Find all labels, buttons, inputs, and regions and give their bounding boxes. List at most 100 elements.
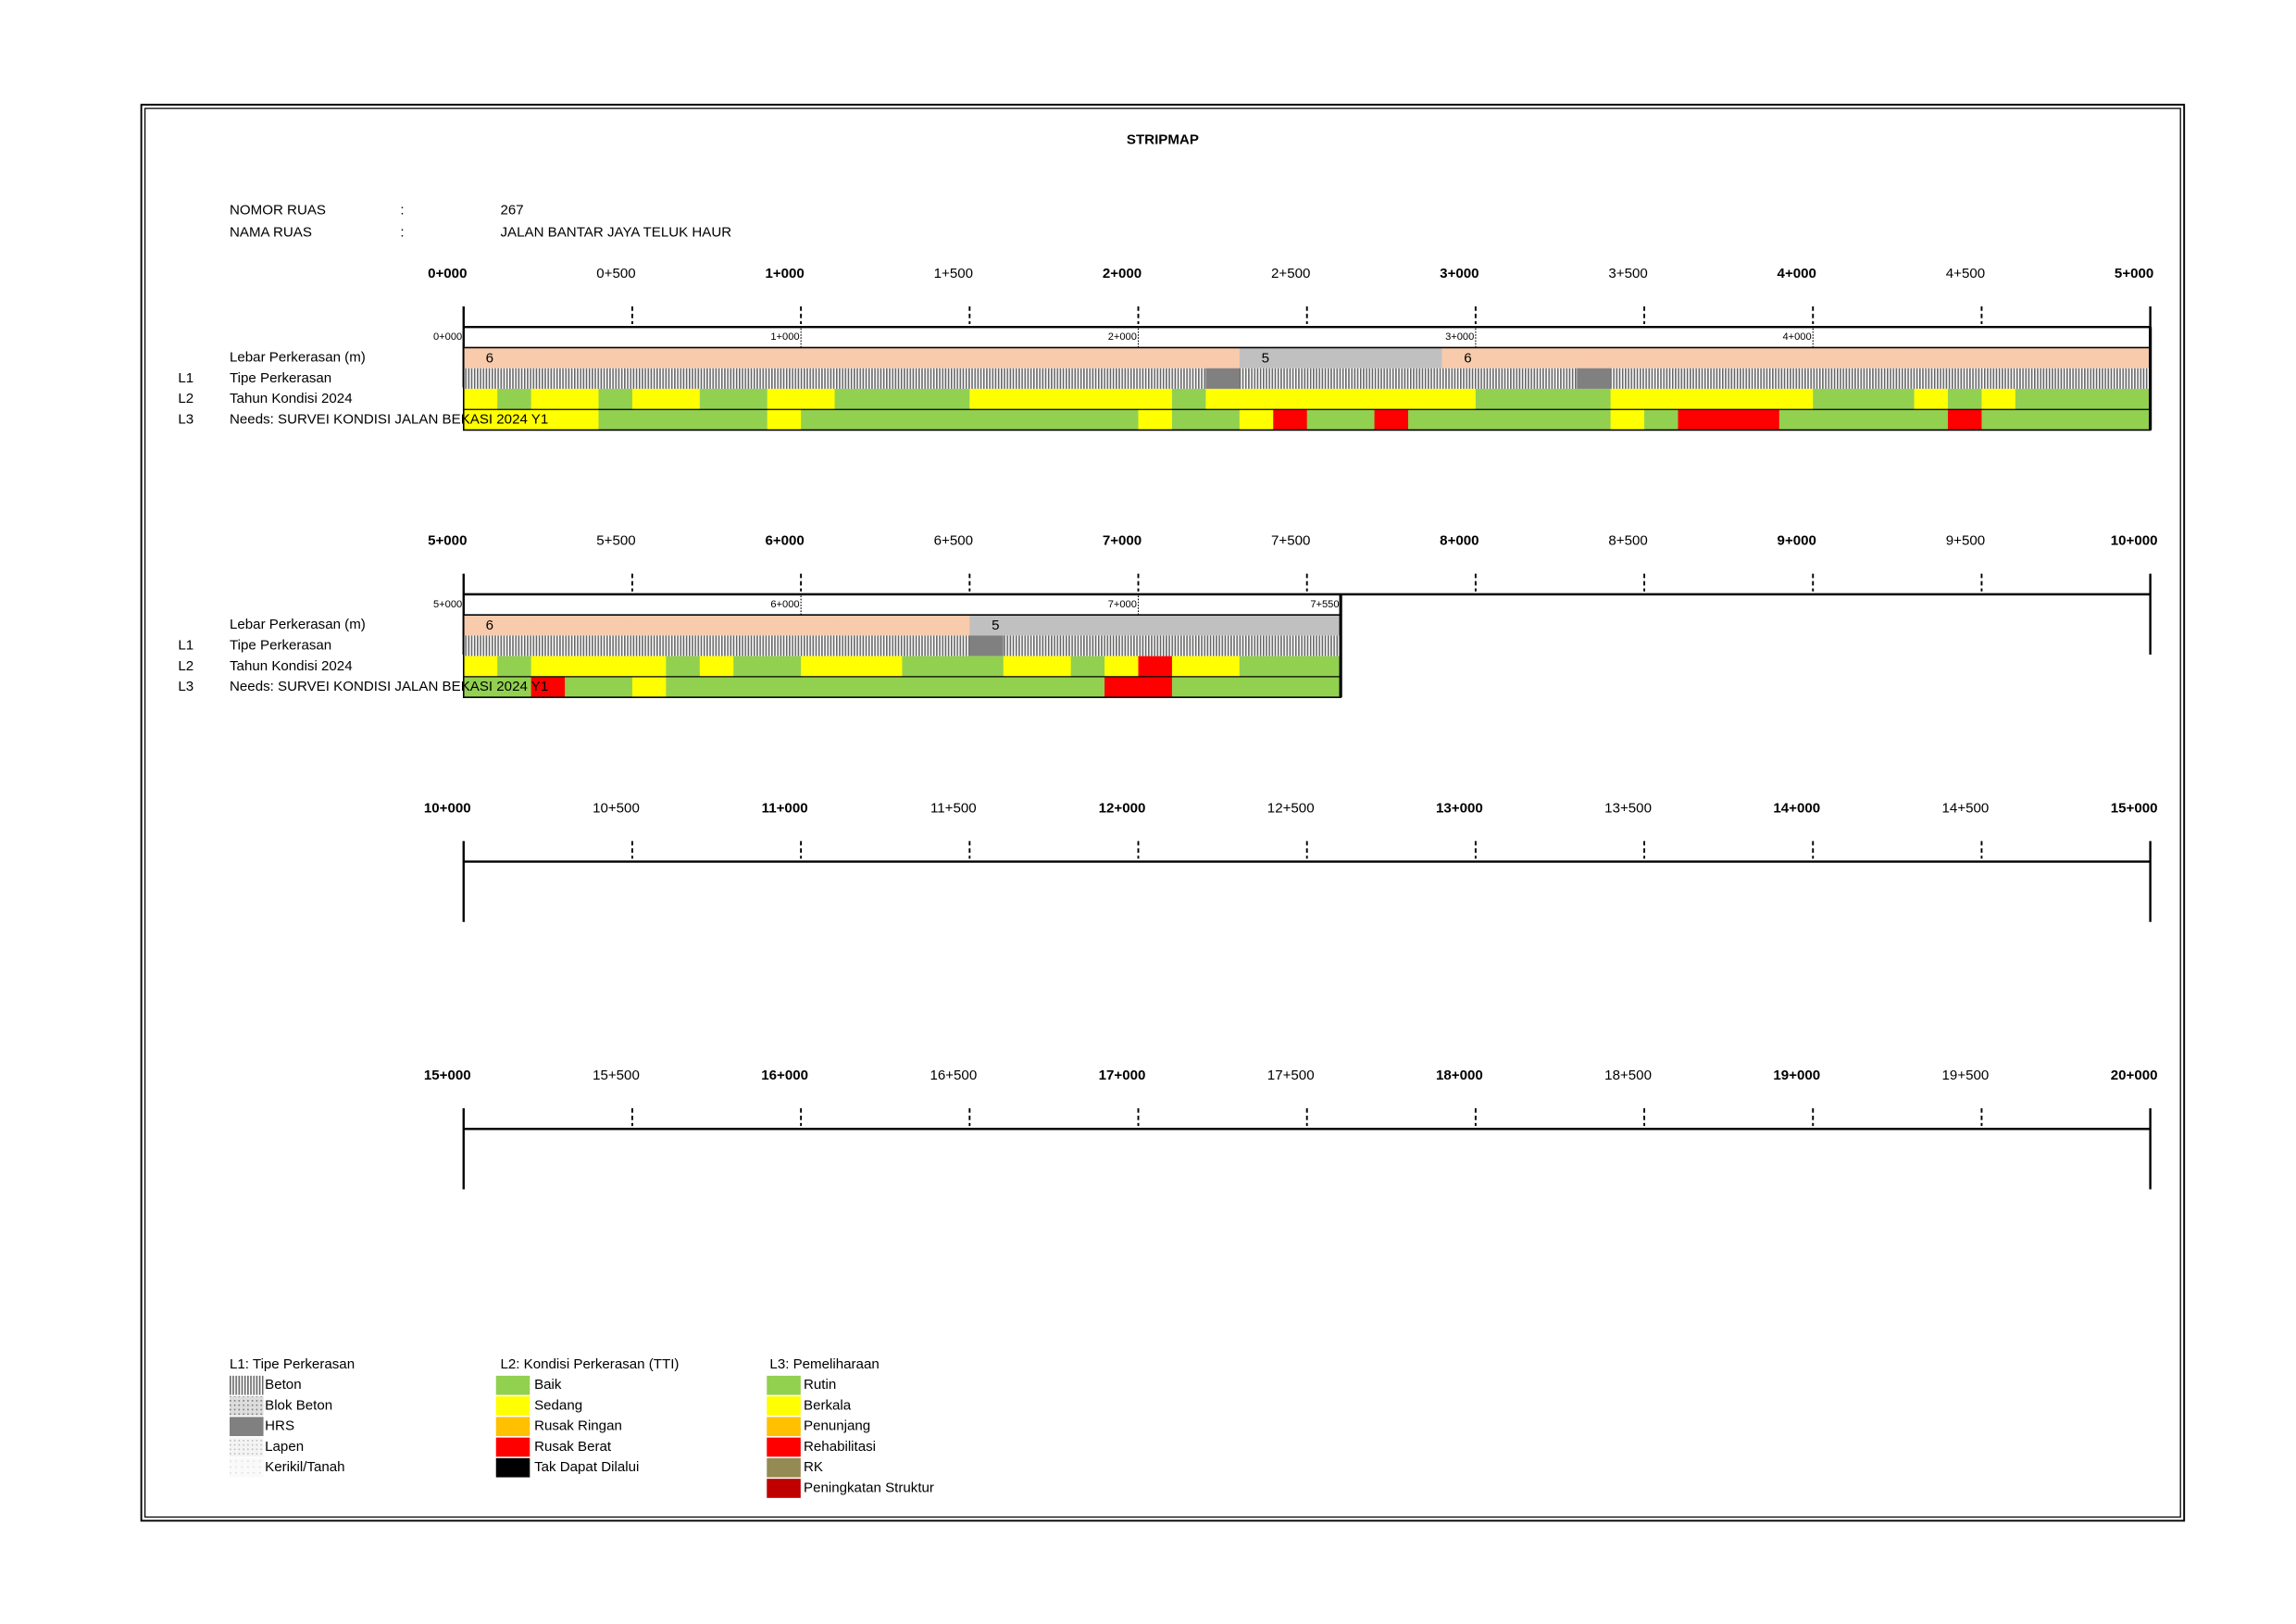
l2-segment: [666, 388, 701, 410]
l1-segment: [1070, 635, 1105, 656]
l1-segment: [2015, 368, 2050, 389]
l3-segment: [733, 676, 768, 698]
width-segment: [767, 615, 802, 636]
l3-segment: [1577, 409, 1612, 431]
l2-segment: [1273, 388, 1308, 410]
width-segment: [1104, 615, 1139, 636]
l1-segment: [1374, 368, 1409, 389]
legend-swatch: [767, 1396, 801, 1416]
width-segment: [1273, 615, 1308, 636]
l3-segment: [631, 676, 667, 698]
width-segment: [1003, 615, 1038, 636]
km-label: 3+500: [1608, 266, 1647, 281]
l3-segment: [1306, 676, 1341, 698]
legend-swatch: [495, 1375, 530, 1395]
km-label: 5+000: [428, 533, 467, 549]
row-code: L1: [178, 370, 193, 386]
km-label: 6+000: [765, 533, 804, 549]
l3-segment: [530, 676, 566, 698]
l3-segment: [868, 409, 903, 431]
l1-segment: [1644, 368, 1678, 389]
l2-segment: [463, 388, 498, 410]
l3-segment: [497, 409, 532, 431]
legend-label: Rehabilitasi: [804, 1439, 876, 1455]
l1-segment: [1745, 368, 1780, 389]
km-label: 16+000: [761, 1068, 808, 1083]
width-segment: [666, 347, 701, 369]
l2-segment: [1003, 388, 1038, 410]
l3-segment: [1138, 409, 1173, 431]
l2-segment: [1610, 388, 1645, 410]
legend-label: Tak Dapat Dilalui: [534, 1459, 639, 1475]
l2-segment: [1813, 388, 1848, 410]
l3-segment: [1205, 676, 1241, 698]
l1-segment: [463, 635, 498, 656]
width-label: 6: [1464, 350, 1471, 366]
l3-segment: [1745, 409, 1780, 431]
l2-segment: [1205, 656, 1241, 677]
km-label: 7+500: [1271, 533, 1310, 549]
km-label: 10+000: [2111, 533, 2158, 549]
row-label: Lebar Perkerasan (m): [230, 350, 366, 366]
l2-segment: [699, 388, 734, 410]
l3-segment: [767, 676, 802, 698]
l3-segment: [1778, 409, 1814, 431]
km-label: 8+500: [1608, 533, 1647, 549]
width-segment: [463, 615, 498, 636]
km-label: 18+500: [1604, 1068, 1652, 1083]
l2-segment: [733, 656, 768, 677]
km-label: 4+000: [1778, 266, 1816, 281]
l1-segment: [1273, 635, 1308, 656]
l2-segment: [834, 388, 869, 410]
l2-segment: [1374, 388, 1409, 410]
l1-segment: [1306, 635, 1341, 656]
sta-label: 1+000: [770, 331, 799, 343]
l2-segment: [598, 656, 633, 677]
l2-segment: [1037, 656, 1072, 677]
l1-segment: [565, 635, 599, 656]
l3-segment: [1441, 409, 1477, 431]
l3-segment: [1037, 409, 1072, 431]
km-label: 5+500: [596, 533, 635, 549]
legend-swatch: [230, 1437, 264, 1457]
legend-label: Berkala: [804, 1397, 852, 1413]
l1-segment: [868, 635, 903, 656]
width-segment: [935, 347, 970, 369]
sta-label: 6+000: [770, 599, 799, 610]
l1-segment: [902, 368, 937, 389]
legend-swatch: [495, 1396, 530, 1416]
km-label: 0+500: [596, 266, 635, 281]
l1-segment: [1846, 368, 1881, 389]
width-segment: [1306, 615, 1341, 636]
width-segment: [631, 615, 667, 636]
width-segment: [1037, 615, 1072, 636]
l3-segment: [631, 409, 667, 431]
l3-segment: [1880, 409, 1915, 431]
l1-segment: [767, 368, 802, 389]
l2-segment: [1306, 656, 1341, 677]
l2-segment: [1138, 656, 1173, 677]
l2-segment: [1171, 388, 1206, 410]
l2-segment: [463, 656, 498, 677]
l1-segment: [1981, 368, 2016, 389]
l1-segment: [2082, 368, 2117, 389]
l3-segment: [497, 676, 532, 698]
l3-segment: [1542, 409, 1578, 431]
l2-segment: [1239, 388, 1274, 410]
width-segment: [1778, 347, 1814, 369]
l1-segment: [565, 368, 599, 389]
width-segment: [1678, 347, 1713, 369]
width-segment: [1306, 347, 1341, 369]
l1-segment: [497, 635, 532, 656]
l2-segment: [1577, 388, 1612, 410]
l3-segment: [2015, 409, 2050, 431]
width-segment: [1745, 347, 1780, 369]
width-segment: [834, 347, 869, 369]
l2-segment: [834, 656, 869, 677]
l1-segment: [1711, 368, 1746, 389]
l1-segment: [1138, 635, 1173, 656]
l2-segment: [1678, 388, 1713, 410]
legend-swatch: [495, 1457, 530, 1478]
l1-segment: [1070, 368, 1105, 389]
legend-label: Baik: [534, 1377, 562, 1393]
